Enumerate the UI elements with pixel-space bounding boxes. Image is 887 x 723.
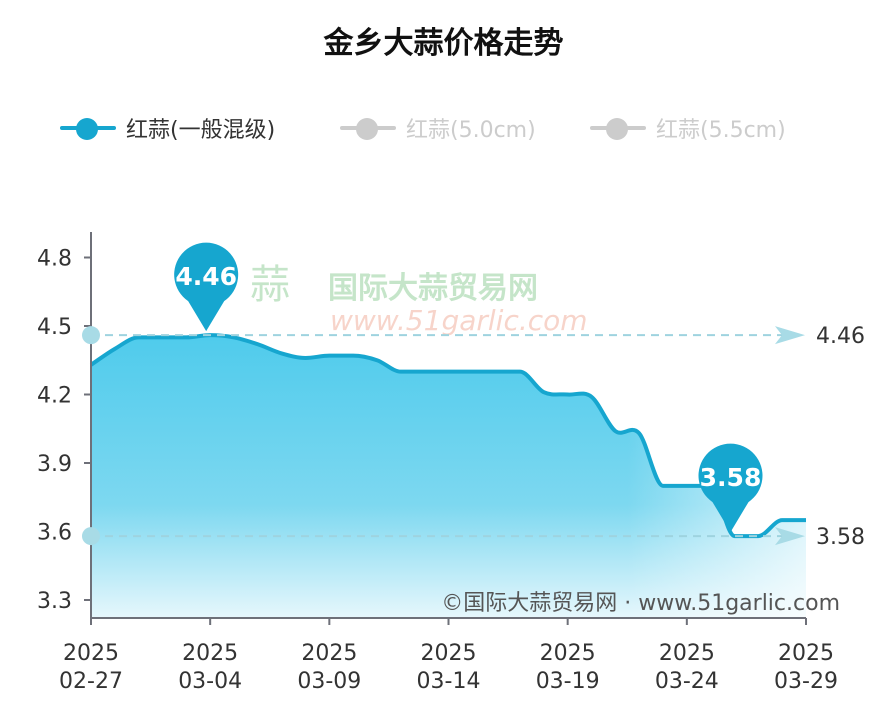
x-tick-year: 2025 [63,641,119,666]
footer-credit: ©国际大蒜贸易网 · www.51garlic.com [441,591,840,616]
x-tick-date: 02-27 [59,669,123,694]
legend-label: 红蒜(5.5cm) [656,118,786,143]
mark-point-pin-icon [174,242,239,332]
x-tick-date: 03-29 [774,669,838,694]
legend-label: 红蒜(一般混级) [126,118,276,143]
mark-line-arrow-icon [775,326,805,345]
legend-line-dot-icon [340,118,396,140]
x-tick-date: 03-14 [417,669,481,694]
x-tick-year: 2025 [778,641,834,666]
y-tick-label: 3.6 [37,521,72,546]
mark-line-start-dot [82,326,100,345]
x-tick-year: 2025 [540,641,596,666]
x-tick-date: 03-19 [536,669,600,694]
y-tick-label: 3.3 [37,589,72,614]
x-tick-year: 2025 [301,641,357,666]
x-tick-year: 2025 [659,641,715,666]
y-tick-label: 4.2 [37,384,72,409]
legend-item-mixed-grade[interactable]: 红蒜(一般混级) [60,112,275,144]
mark-point-pin-icon [698,443,763,533]
mark-line-label: 3.58 [816,525,865,550]
y-tick-label: 3.9 [37,452,72,477]
mark-point-label: 4.46 [175,262,237,291]
mark-line-label: 4.46 [816,324,865,349]
x-tick-year: 2025 [421,641,477,666]
mark-line-arrow-icon [775,527,805,546]
y-tick-label: 4.5 [37,315,72,340]
legend-line-dot-icon [60,118,116,140]
mark-line-start-dot [82,527,100,546]
x-tick-date: 03-24 [655,669,719,694]
x-tick-date: 03-09 [297,669,361,694]
legend-label: 红蒜(5.0cm) [406,118,536,143]
x-tick-date: 03-04 [178,669,242,694]
mark-point-label: 3.58 [700,463,762,492]
legend-item-5-0cm[interactable]: 红蒜(5.0cm) [340,112,536,144]
chart-title: 金乡大蒜价格走势 [323,26,564,61]
y-tick-label: 4.8 [37,247,72,272]
legend-item-5-5cm[interactable]: 红蒜(5.5cm) [590,112,786,144]
x-tick-year: 2025 [182,641,238,666]
legend-line-dot-icon [590,118,646,140]
